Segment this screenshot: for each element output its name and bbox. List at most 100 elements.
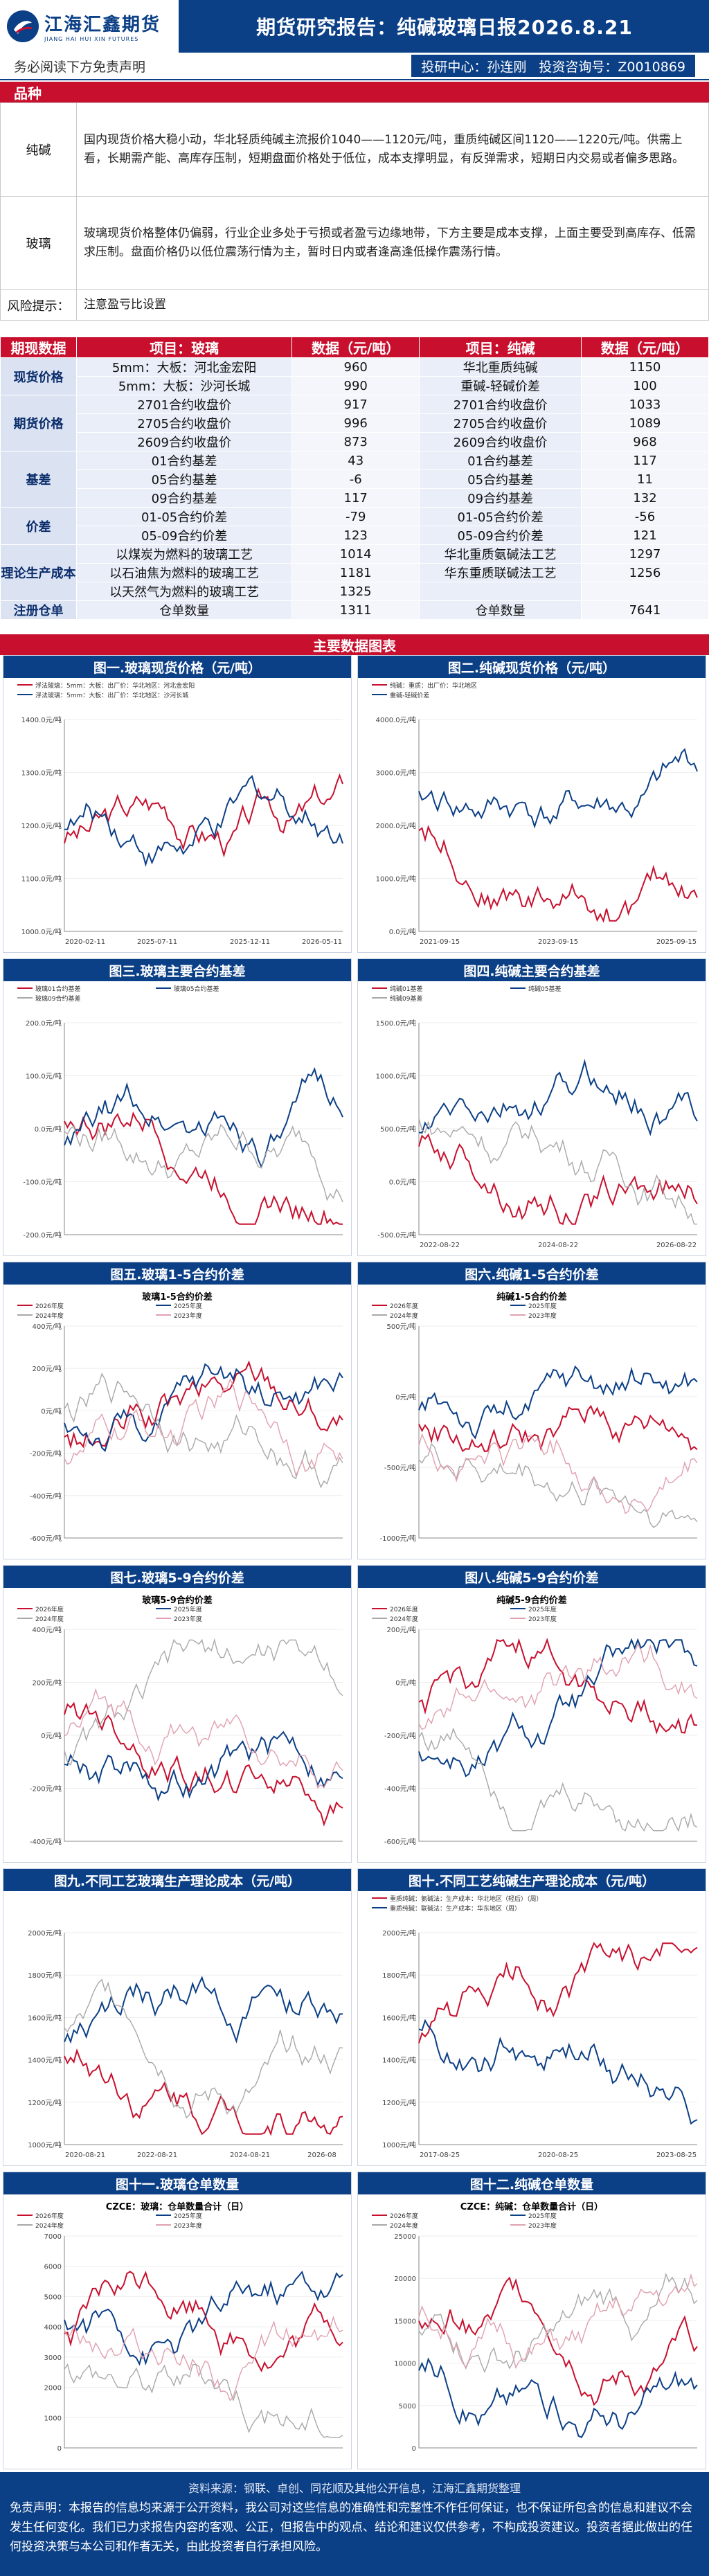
soda-item: [419, 582, 582, 601]
y-tick-label: 0元/吨: [395, 1393, 416, 1402]
data-table-row: 期货价格 2701合约收盘价 917 2701合约收盘价 1033: [0, 395, 709, 451]
series-line: [64, 1730, 343, 1802]
y-tick-label: 1000.0元/吨: [21, 927, 62, 936]
series-line: [418, 2019, 698, 2125]
chart-plot: 纯碱5-9合约价差 2026年度 2025年度 2024年度 2023年度 200元/吨 0…: [372, 1595, 698, 1846]
glass-value: 1181: [291, 563, 420, 582]
y-tick-label: 1400元/吨: [382, 2056, 416, 2065]
legend-label: 浮法玻璃：5mm：大板：出厂价：华北地区：沙河长城: [35, 691, 188, 699]
glass-item: 09合约基差: [75, 488, 293, 508]
y-tick-label: -200.0元/吨: [23, 1231, 62, 1240]
y-tick-label: 4000: [44, 2324, 62, 2332]
y-tick-label: 25000: [394, 2233, 416, 2241]
axis-line: [418, 2236, 697, 2449]
y-tick-label: 0: [412, 2445, 416, 2453]
y-tick-label: -600元/吨: [30, 1534, 62, 1543]
glass-value: 123: [291, 526, 420, 545]
legend-label: 2026年度: [35, 1605, 64, 1613]
disclaimer-text: 免责声明：本报告的信息均来源于公开资料，我公司对这些信息的准确性和完整性不作任何…: [10, 2501, 692, 2554]
y-tick-label: 1400元/吨: [28, 2056, 62, 2065]
soda-value: 1089: [580, 413, 709, 433]
legend-label: 2025年度: [174, 1605, 202, 1613]
y-tick-label: 100.0元/吨: [26, 1072, 62, 1081]
series-line: [418, 1942, 698, 2043]
th-soda-item: 项目：纯碱: [419, 337, 582, 358]
legend-label: 2024年度: [35, 1615, 64, 1623]
disclaimer-link[interactable]: 务必阅读下方免责声明: [14, 59, 146, 75]
chart-inner-title: 玻璃5-9合约价差: [142, 1595, 213, 1606]
legend-label: 2024年度: [35, 1312, 64, 1320]
logo-cn: 江海汇鑫期货: [44, 15, 161, 35]
report-title: 期货研究报告：纯碱玻璃日报2026.8.21: [256, 16, 633, 39]
section-main-charts: 主要数据图表: [0, 634, 709, 655]
glass-value: 1311: [291, 600, 420, 620]
y-tick-label: 2000: [44, 2385, 62, 2392]
y-tick-label: -500.0元/吨: [377, 1231, 416, 1240]
y-tick-label: 2000元/吨: [382, 1929, 416, 1938]
y-tick-label: 1100.0元/吨: [21, 875, 62, 884]
x-tick-label: 2025-12-11: [230, 938, 270, 946]
data-table-row: 5mm：大板：沙河长城 990 重碱-轻碱价差 100: [1, 376, 709, 395]
row-group-label: 理论生产成本: [0, 544, 77, 601]
series-line: [64, 1688, 343, 1789]
legend-label: 2026年度: [35, 1302, 64, 1310]
data-table-row: 05-09合约价差 123 05-09合约价差 121: [1, 526, 709, 545]
soda-value: 1033: [580, 395, 709, 414]
chart-title: 图九.不同工艺玻璃生产理论成本（元/吨）: [3, 1869, 351, 1891]
axis-line: [418, 1933, 697, 2145]
glass-item: 5mm：大板：河北金宏阳: [75, 357, 293, 377]
glass-item: 以石油焦为燃料的玻璃工艺: [75, 563, 293, 582]
series-line: [418, 1433, 698, 1514]
glass-item: 5mm：大板：沙河长城: [75, 376, 293, 395]
data-table-row: 09合约基差 117 09合约基差 132: [1, 488, 709, 508]
consult-number: 投资咨询号：Z0010869: [539, 59, 685, 75]
data-table-row: 价差 01-05合约价差 -79 01-05合约价差 -56: [0, 507, 709, 545]
glass-item: 01合约基差: [75, 451, 293, 470]
series-line: [418, 2272, 698, 2374]
x-tick-label: 2022-08-21: [137, 2152, 177, 2159]
series-line: [418, 1404, 698, 1453]
x-tick-label: 2025-07-11: [137, 938, 177, 946]
y-tick-label: 200元/吨: [387, 1625, 416, 1634]
legend-label: 2025年度: [174, 1302, 202, 1310]
th-glass-item: 项目：玻璃: [75, 337, 293, 358]
chart-title: 图十一.玻璃仓单数量: [3, 2172, 351, 2194]
y-tick-label: 1400.0元/吨: [21, 715, 62, 724]
series-line: [64, 1360, 343, 1449]
y-tick-label: 20000: [394, 2275, 416, 2283]
legend-label: 2026年度: [390, 1302, 418, 1310]
row-group-label: 注册仓单: [0, 600, 77, 620]
series-line: [418, 1643, 698, 1730]
chart-title: 图五.玻璃1-5合约价差: [3, 1262, 351, 1285]
commentary-row: 纯碱 国内现货价格大稳小动，华北轻质纯碱主流报价1040——1120元/吨，重质…: [0, 102, 709, 197]
glass-item: 05-09合约价差: [75, 526, 293, 545]
legend-label: 2023年度: [174, 2221, 202, 2230]
series-line: [64, 2271, 343, 2372]
commentary-table: 纯碱 国内现货价格大稳小动，华北轻质纯碱主流报价1040——1120元/吨，重质…: [0, 102, 709, 321]
x-tick-label: 2020-08-25: [538, 2152, 578, 2159]
chart-plot: 玻璃1-5合约价差 2026年度 2025年度 2024年度 2023年度 400元/吨 2…: [17, 1291, 343, 1543]
legend-label: 重质纯碱：联碱法：生产成本：华东地区（周）: [390, 1904, 521, 1913]
legend-label: 2025年度: [528, 1605, 557, 1613]
series-line: [64, 773, 343, 858]
x-tick-label: 2017-08-25: [420, 2152, 460, 2159]
commentary-row: 玻璃 玻璃现货价格整体仍偏弱，行业企业多处于亏损或者盈亏边缘地带，下方主要是成本…: [0, 196, 709, 290]
series-line: [64, 1377, 343, 1477]
commentary-label: 玻璃: [0, 196, 77, 290]
y-tick-label: 1500.0元/吨: [376, 1019, 416, 1028]
row-group-label: 价差: [0, 507, 77, 545]
chart-plot: 浮法玻璃：5mm：大板：出厂价：华北地区：河北金宏阳浮法玻璃：5mm：大板：出厂…: [17, 681, 343, 946]
legend-label: 2025年度: [174, 2212, 202, 2220]
th-soda-value: 数据（元/吨）: [580, 337, 709, 358]
y-tick-label: -400元/吨: [30, 1492, 62, 1501]
legend-label: 纯碱01基差: [390, 985, 422, 993]
logo-en: JIANG HAI HUI XIN FUTURES: [44, 36, 139, 42]
y-tick-label: 1800元/吨: [28, 1971, 62, 1980]
glass-item: 2701合约收盘价: [75, 395, 293, 414]
glass-value: 1325: [291, 582, 420, 601]
y-tick-label: -1000元/吨: [380, 1534, 416, 1543]
axis-line: [64, 1629, 343, 1842]
legend-label: 2024年度: [390, 1312, 418, 1320]
y-tick-label: -200元/吨: [30, 1785, 62, 1794]
